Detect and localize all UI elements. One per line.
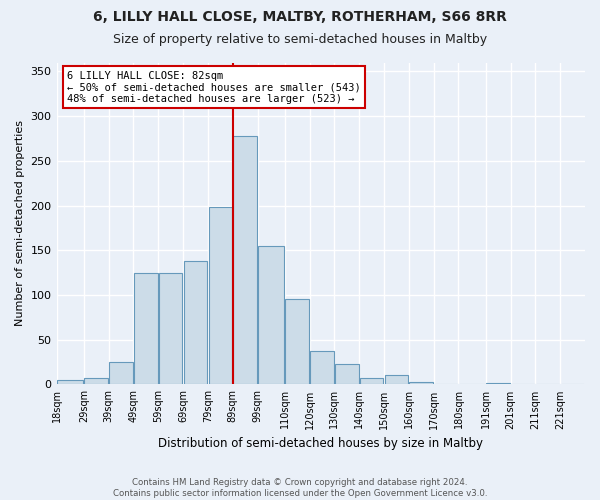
Bar (258, 246, 284, 384)
Bar (310, 352, 334, 384)
Bar (385, 376, 408, 384)
Bar (286, 300, 309, 384)
Text: 6 LILLY HALL CLOSE: 82sqm
← 50% of semi-detached houses are smaller (543)
48% of: 6 LILLY HALL CLOSE: 82sqm ← 50% of semi-… (67, 70, 361, 104)
Bar (134, 272, 158, 384)
Bar (184, 261, 207, 384)
Bar (487, 382, 510, 384)
Bar (57, 380, 83, 384)
Bar (209, 208, 232, 384)
Bar (109, 362, 133, 384)
Text: Size of property relative to semi-detached houses in Maltby: Size of property relative to semi-detach… (113, 32, 487, 46)
Bar (159, 272, 182, 384)
Y-axis label: Number of semi-detached properties: Number of semi-detached properties (15, 120, 25, 326)
Bar (85, 378, 108, 384)
Text: Contains HM Land Registry data © Crown copyright and database right 2024.
Contai: Contains HM Land Registry data © Crown c… (113, 478, 487, 498)
Bar (233, 136, 257, 384)
Text: 6, LILLY HALL CLOSE, MALTBY, ROTHERHAM, S66 8RR: 6, LILLY HALL CLOSE, MALTBY, ROTHERHAM, … (93, 10, 507, 24)
Bar (335, 364, 359, 384)
Bar (360, 378, 383, 384)
X-axis label: Distribution of semi-detached houses by size in Maltby: Distribution of semi-detached houses by … (158, 437, 483, 450)
Bar (409, 382, 433, 384)
